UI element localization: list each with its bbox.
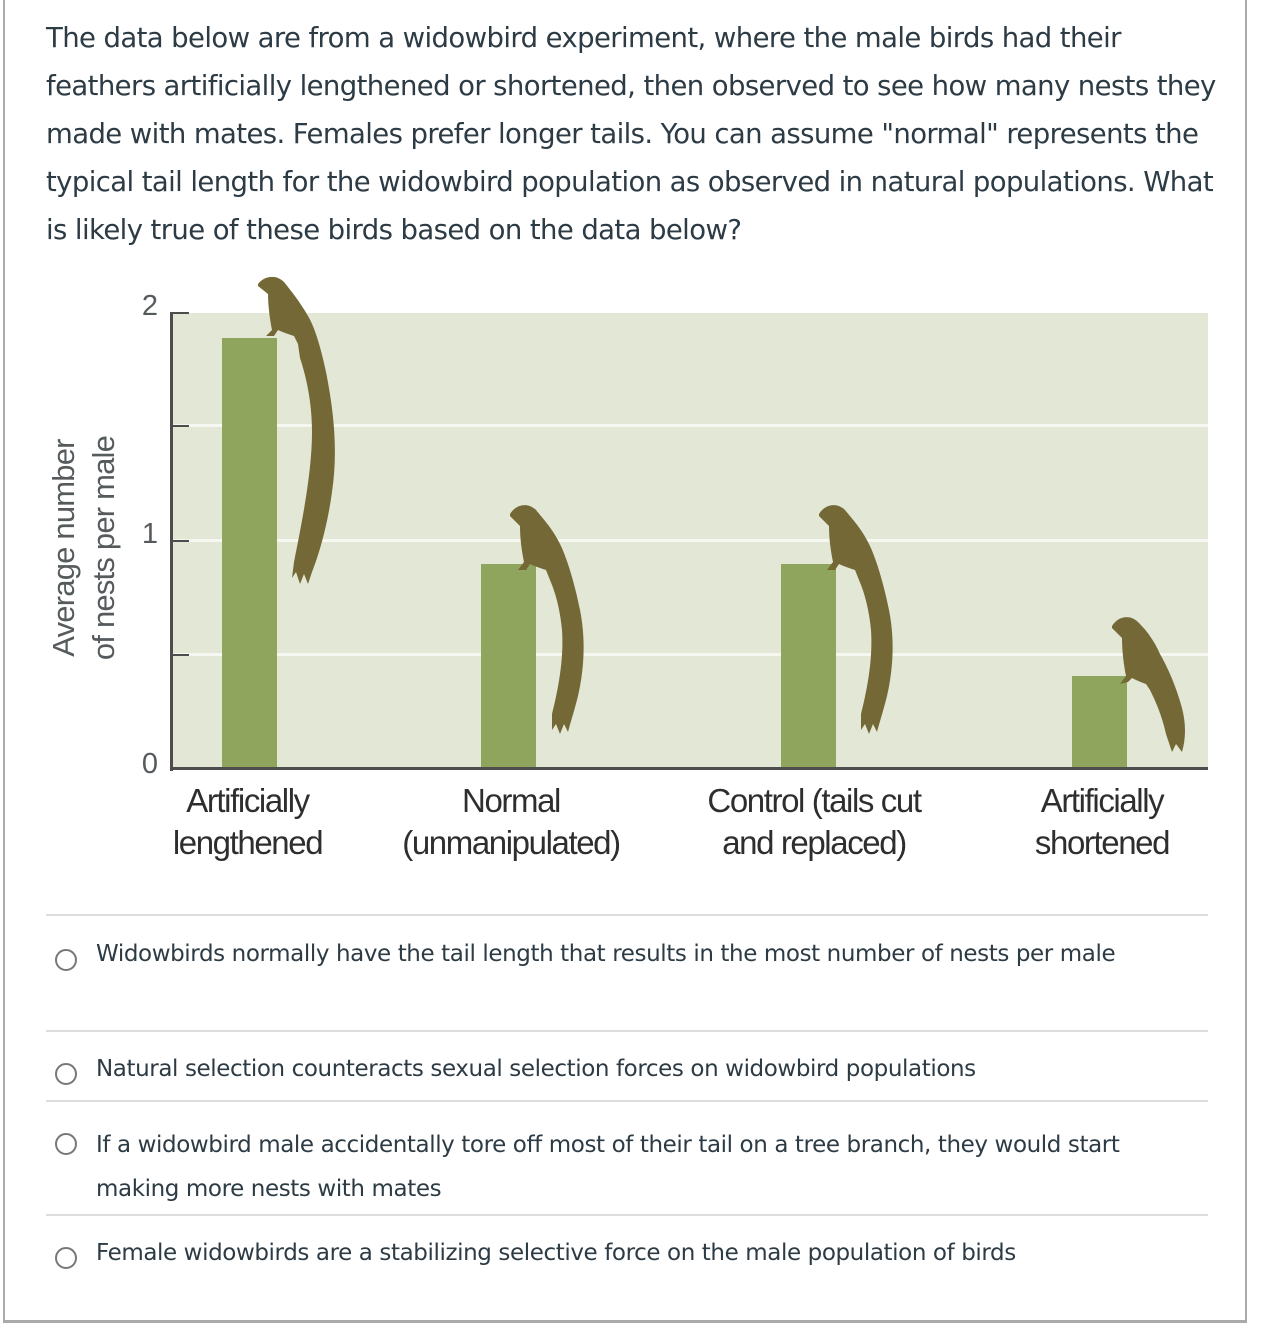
- radio-button-3[interactable]: [55, 1133, 77, 1155]
- answer-choice-2[interactable]: Natural selection counteracts sexual sel…: [46, 1030, 1208, 1100]
- long-tail-bird-icon: [258, 276, 335, 584]
- bar-1: [222, 338, 277, 769]
- bar-4: [1072, 676, 1127, 769]
- answer-choice-1-label[interactable]: Widowbirds normally have the tail length…: [96, 941, 1116, 967]
- question-card: [3, 0, 1247, 1323]
- y-axis-label-line1: Average number: [46, 439, 81, 657]
- answer-choice-1[interactable]: Widowbirds normally have the tail length…: [46, 914, 1208, 1030]
- answer-choice-3-label[interactable]: If a widowbird male accidentally tore of…: [96, 1132, 1120, 1202]
- radio-button-1[interactable]: [55, 949, 77, 971]
- radio-button-2[interactable]: [55, 1063, 77, 1085]
- y-tick: [172, 654, 189, 656]
- answer-choice-3[interactable]: If a widowbird male accidentally tore of…: [46, 1100, 1208, 1214]
- x-label-shortened: Artificially shortened: [1034, 782, 1171, 861]
- x-axis: [170, 767, 1208, 770]
- answer-choice-4-label[interactable]: Female widowbirds are a stabilizing sele…: [96, 1240, 1016, 1266]
- y-axis-label-line2: of nests per male: [86, 435, 121, 661]
- y-tick: [172, 540, 189, 542]
- gridline-1: [172, 539, 1208, 542]
- x-label-normal: Normal (unmanipulated): [402, 782, 621, 861]
- y-axis: [170, 312, 173, 771]
- y-tick-label-2: 2: [141, 290, 158, 322]
- control-tail-bird-icon: [819, 505, 893, 734]
- normal-tail-bird-icon: [510, 505, 584, 734]
- radio-button-4[interactable]: [55, 1247, 77, 1269]
- x-label-lengthened: Artificially lengthened: [172, 782, 324, 861]
- x-label-control: Control (tails cut and replaced): [707, 782, 922, 861]
- y-tick: [172, 425, 189, 427]
- bar-3: [781, 564, 836, 769]
- bar-2: [481, 564, 536, 769]
- y-tick-label-1: 1: [141, 518, 158, 550]
- question-text: The data below are from a widowbird expe…: [46, 22, 1216, 246]
- y-tick-label-0: 0: [141, 748, 158, 780]
- y-tick: [172, 312, 189, 314]
- answer-choices: Widowbirds normally have the tail length…: [46, 914, 1208, 1294]
- gridline-1-5: [172, 424, 1208, 427]
- short-tail-bird-icon: [1112, 617, 1185, 752]
- gridline-0-5: [172, 653, 1208, 656]
- y-axis-label: Average number of nests per male: [44, 408, 124, 688]
- answer-choice-4[interactable]: Female widowbirds are a stabilizing sele…: [46, 1214, 1208, 1294]
- answer-choice-2-label[interactable]: Natural selection counteracts sexual sel…: [96, 1056, 976, 1082]
